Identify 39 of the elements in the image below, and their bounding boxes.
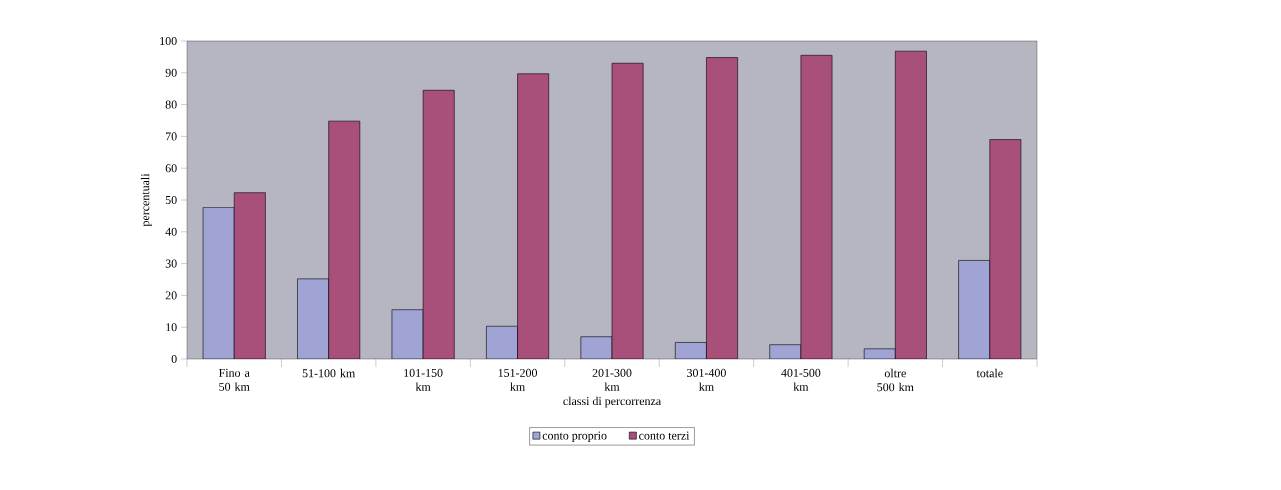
x-tick-label: 201-300 km <box>592 368 632 391</box>
y-tick-label: 80 <box>165 100 177 109</box>
x-tick-label: 101-150 km <box>404 368 443 391</box>
x-axis-title: classi di percorrenza <box>563 396 661 408</box>
bar <box>895 50 927 359</box>
bar <box>958 260 991 359</box>
x-tick-label: 51-100 km <box>302 368 356 378</box>
bar <box>611 62 644 359</box>
bar <box>202 207 235 359</box>
x-tick-label: totale <box>976 368 1003 378</box>
bar <box>328 120 361 359</box>
y-tick-label: 60 <box>165 164 177 173</box>
legend-label: conto terzi <box>639 431 690 440</box>
bar <box>706 57 738 359</box>
x-tick-label: 401-500 km <box>781 368 821 391</box>
bar <box>517 73 550 359</box>
y-axis-title: percentuali <box>140 173 152 227</box>
y-tick-label: 30 <box>165 259 177 268</box>
y-tick-label: 50 <box>165 195 177 205</box>
x-tick-label: 301-400 km <box>687 368 726 391</box>
y-tick-label: 100 <box>160 36 177 46</box>
bar <box>233 192 266 359</box>
y-tick-label: 90 <box>165 68 177 77</box>
bar <box>391 309 424 359</box>
bar <box>580 336 613 359</box>
x-tick-label: Fino a 50 km <box>218 368 250 391</box>
x-tick-label: 151-200 km <box>498 368 538 391</box>
bar <box>989 139 1022 359</box>
x-tick-label: oltre 500 km <box>877 368 914 392</box>
bar <box>800 55 833 359</box>
bar <box>486 325 518 359</box>
bar <box>297 278 329 359</box>
y-tick-label: 70 <box>165 132 177 141</box>
y-tick-label: 40 <box>165 227 177 236</box>
y-tick-label: 20 <box>165 291 177 300</box>
legend-label: conto proprio <box>542 431 607 443</box>
bar <box>422 89 455 359</box>
y-tick-label: 10 <box>166 323 177 332</box>
y-tick-label: 0 <box>171 354 177 364</box>
